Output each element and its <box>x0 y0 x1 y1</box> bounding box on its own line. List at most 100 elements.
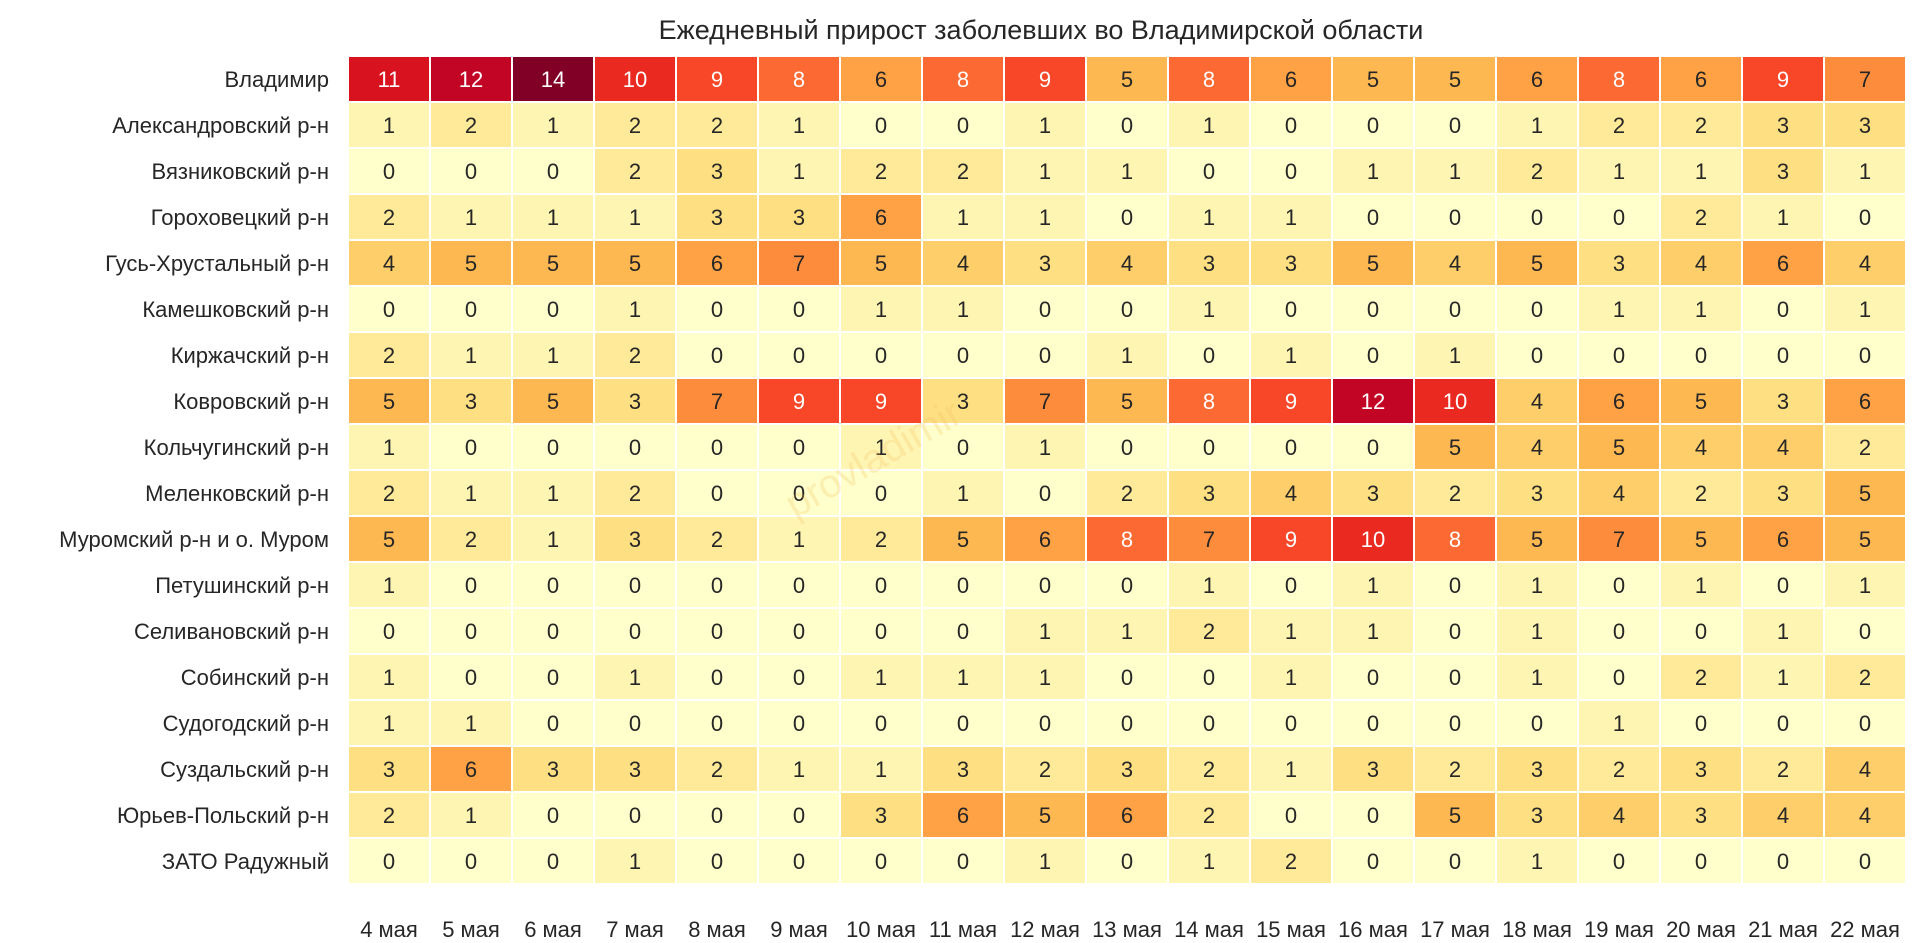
heatmap-cell <box>1249 55 1333 103</box>
heatmap-cell <box>839 331 923 379</box>
cell-value-label: 3 <box>711 159 723 184</box>
cell-value-label: 11 <box>378 67 401 92</box>
cell-value-label: 0 <box>711 619 723 644</box>
cell-value-label: 1 <box>1777 619 1789 644</box>
cell-value-label: 0 <box>1531 297 1543 322</box>
cell-value-label: 0 <box>1449 619 1461 644</box>
cell-value-label: 2 <box>1695 205 1707 230</box>
cell-value-label: 6 <box>875 67 887 92</box>
cell-value-label: 3 <box>465 389 477 414</box>
heatmap-cell <box>1823 239 1907 287</box>
heatmap-cell <box>1495 561 1579 609</box>
cell-value-label: 5 <box>629 251 641 276</box>
cell-value-label: 1 <box>465 481 477 506</box>
cell-value-label: 4 <box>1531 389 1543 414</box>
cell-value-label: 0 <box>793 481 805 506</box>
cell-value-label: 2 <box>1613 113 1625 138</box>
cell-value-label: 1 <box>629 665 641 690</box>
column-label: 13 мая <box>1092 917 1162 942</box>
cell-value-label: 5 <box>1121 67 1133 92</box>
cell-value-label: 7 <box>1859 67 1871 92</box>
heatmap-cell <box>921 147 1005 195</box>
cell-value-label: 9 <box>711 67 723 92</box>
heatmap-cell <box>1249 607 1333 655</box>
row-label: Суздальский р-н <box>160 757 329 782</box>
cell-value-label: 4 <box>1777 435 1789 460</box>
cell-value-label: 3 <box>957 389 969 414</box>
heatmap-cell <box>1249 515 1333 563</box>
row-label: Судогодский р-н <box>163 711 329 736</box>
column-label: 8 мая <box>688 917 746 942</box>
cell-value-label: 8 <box>793 67 805 92</box>
heatmap-cell <box>1167 469 1251 517</box>
cell-value-label: 1 <box>547 205 559 230</box>
cell-value-label: 3 <box>711 205 723 230</box>
cell-value-label: 2 <box>1777 757 1789 782</box>
row-label: Муромский р-н и о. Муром <box>59 527 329 552</box>
heatmap-cell <box>1741 423 1825 471</box>
heatmap-cell <box>1331 239 1415 287</box>
cell-value-label: 2 <box>383 803 395 828</box>
cell-value-label: 1 <box>1039 113 1051 138</box>
cell-value-label: 0 <box>1695 849 1707 874</box>
cell-value-label: 0 <box>793 297 805 322</box>
cell-value-label: 4 <box>1859 803 1871 828</box>
heatmap-cell <box>1085 791 1169 839</box>
cell-value-label: 0 <box>1285 711 1297 736</box>
cell-value-label: 1 <box>383 665 395 690</box>
cell-value-label: 8 <box>1203 67 1215 92</box>
column-label: 14 мая <box>1174 917 1244 942</box>
heatmap-cell <box>1823 469 1907 517</box>
heatmap-cell <box>1823 515 1907 563</box>
cell-value-label: 0 <box>547 159 559 184</box>
cell-value-label: 6 <box>1695 67 1707 92</box>
cell-value-label: 0 <box>1531 711 1543 736</box>
cell-value-label: 0 <box>1121 711 1133 736</box>
heatmap-cell <box>1823 837 1907 885</box>
cell-value-label: 0 <box>957 343 969 368</box>
cell-value-label: 0 <box>1367 849 1379 874</box>
cell-value-label: 0 <box>547 803 559 828</box>
cell-value-label: 9 <box>1285 389 1297 414</box>
cell-value-label: 3 <box>1531 481 1543 506</box>
heatmap-cell <box>1823 653 1907 701</box>
cell-value-label: 0 <box>1285 803 1297 828</box>
heatmap-cell <box>1413 607 1497 655</box>
cell-value-label: 1 <box>383 573 395 598</box>
cell-value-label: 5 <box>1367 251 1379 276</box>
cell-value-label: 6 <box>1777 527 1789 552</box>
cell-value-label: 0 <box>1121 665 1133 690</box>
heatmap-cell <box>1331 147 1415 195</box>
heatmap-cell <box>1085 285 1169 333</box>
cell-value-label: 1 <box>465 803 477 828</box>
heatmap-cell <box>593 193 677 241</box>
heatmap-cell <box>1331 791 1415 839</box>
cell-value-label: 0 <box>547 297 559 322</box>
heatmap-cell <box>921 331 1005 379</box>
heatmap-cell <box>1413 745 1497 793</box>
cell-value-label: 14 <box>541 67 565 92</box>
cell-value-label: 0 <box>793 573 805 598</box>
heatmap-cell <box>1413 377 1497 425</box>
cell-value-label: 0 <box>711 573 723 598</box>
row-label: Собинский р-н <box>181 665 329 690</box>
heatmap-cell <box>511 653 595 701</box>
cell-value-label: 2 <box>1613 757 1625 782</box>
heatmap-cell <box>1331 607 1415 655</box>
cell-value-label: 2 <box>1449 481 1461 506</box>
cell-value-label: 2 <box>1203 803 1215 828</box>
cell-value-label: 1 <box>793 113 805 138</box>
heatmap-cell <box>1249 193 1333 241</box>
cell-value-label: 1 <box>1859 297 1871 322</box>
heatmap-cell <box>757 469 841 517</box>
heatmap-cell <box>1413 653 1497 701</box>
heatmap-cell <box>1577 837 1661 885</box>
cell-value-label: 1 <box>1121 619 1133 644</box>
row-label: Вязниковский р-н <box>152 159 329 184</box>
heatmap-cell <box>921 561 1005 609</box>
heatmap-cell <box>1085 699 1169 747</box>
heatmap-cell <box>1167 239 1251 287</box>
cell-value-label: 2 <box>629 343 641 368</box>
cell-value-label: 0 <box>1859 205 1871 230</box>
heatmap-cell <box>1413 469 1497 517</box>
